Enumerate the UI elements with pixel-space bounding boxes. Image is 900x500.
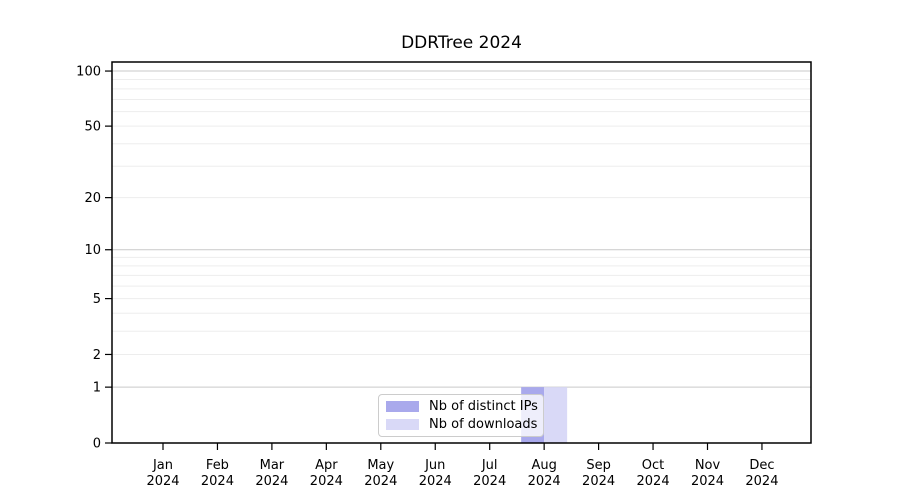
legend: Nb of distinct IPs Nb of downloads	[378, 394, 544, 437]
svg-text:Feb: Feb	[206, 458, 229, 473]
chart-title: DDRTree 2024	[401, 33, 522, 53]
svg-text:Mar: Mar	[260, 458, 285, 473]
svg-text:2024: 2024	[637, 474, 670, 489]
svg-text:2024: 2024	[745, 474, 778, 489]
svg-text:2024: 2024	[201, 474, 234, 489]
svg-text:1: 1	[93, 381, 101, 396]
svg-text:2024: 2024	[419, 474, 452, 489]
legend-swatch-downloads	[386, 418, 419, 430]
legend-label-downloads: Nb of downloads	[429, 416, 538, 432]
svg-text:2024: 2024	[146, 474, 179, 489]
svg-text:2024: 2024	[473, 474, 506, 489]
svg-text:2024: 2024	[528, 474, 561, 489]
svg-text:Jul: Jul	[481, 458, 498, 473]
svg-text:Apr: Apr	[315, 458, 338, 473]
svg-text:Aug: Aug	[531, 458, 556, 473]
svg-text:Jun: Jun	[424, 458, 445, 473]
svg-text:50: 50	[84, 120, 101, 135]
svg-text:May: May	[367, 458, 394, 473]
svg-text:2024: 2024	[691, 474, 724, 489]
svg-text:Oct: Oct	[642, 458, 664, 473]
svg-text:0: 0	[93, 437, 101, 452]
svg-text:2: 2	[93, 348, 101, 363]
legend-label-distinct-ips: Nb of distinct IPs	[429, 399, 538, 415]
svg-text:10: 10	[84, 243, 101, 258]
svg-text:Jan: Jan	[152, 458, 173, 473]
svg-text:Dec: Dec	[749, 458, 774, 473]
legend-swatch-distinct-ips	[386, 401, 419, 413]
svg-text:100: 100	[76, 65, 101, 80]
svg-text:Nov: Nov	[695, 458, 721, 473]
svg-text:Sep: Sep	[586, 458, 611, 473]
svg-text:2024: 2024	[582, 474, 615, 489]
legend-item-distinct-ips: Nb of distinct IPs	[386, 399, 538, 415]
svg-text:5: 5	[93, 292, 101, 307]
svg-text:2024: 2024	[310, 474, 343, 489]
legend-item-downloads: Nb of downloads	[386, 416, 538, 432]
svg-text:2024: 2024	[255, 474, 288, 489]
svg-text:20: 20	[84, 191, 101, 206]
svg-text:2024: 2024	[364, 474, 397, 489]
